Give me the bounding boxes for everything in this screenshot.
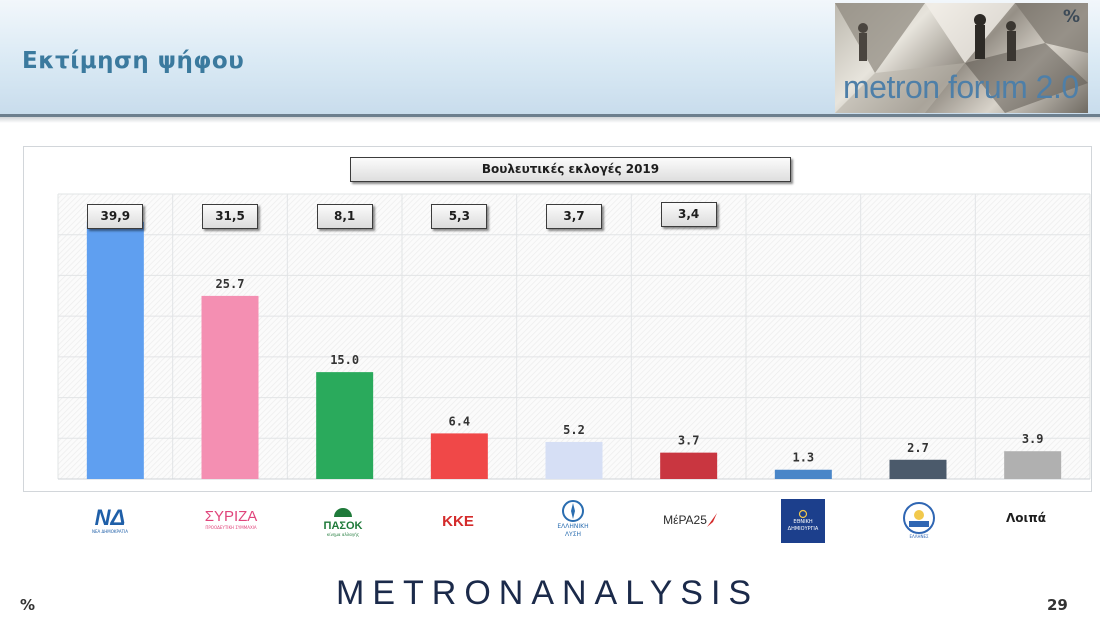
ellines-emblem-icon (903, 501, 935, 534)
bar-chart: 36.125.715.06.45.23.71.32.73.9 (57, 193, 1091, 480)
bar-7 (889, 459, 947, 479)
ellines-logo-text: ΕΛΛΗΝΕΣ (909, 533, 929, 539)
syriza-logo-text: ΣΥΡΙΖΑ (204, 507, 258, 525)
bar-1 (201, 295, 259, 479)
logo-text: metron forum 2.0 (843, 69, 1079, 105)
bar-6 (774, 469, 832, 479)
mera25-logo-text: ΜέΡΑ25 (663, 513, 707, 527)
previous-result-box-3: 5,3 (431, 204, 488, 229)
nd-logo-text: ΝΔ (94, 504, 126, 530)
nd-logo-subtext: ΝΕΑ ΔΗΜΟΚΡΑΤΙΑ (91, 528, 128, 534)
page-number: 29 (1047, 596, 1068, 614)
value-label-3: 6.4 (448, 414, 470, 428)
ethniki-dimiourgia-logo-subtext: ΔΗΜΙΟΥΡΓΙΑ (787, 526, 819, 532)
party-label-loipa: Λοιπά (1000, 508, 1052, 528)
value-label-5: 3.7 (678, 434, 700, 448)
party-logo-nd: ΝΔ ΝΕΑ ΔΗΜΟΚΡΑΤΙΑ (80, 502, 140, 538)
party-logo-ethniki-dimiourgia: ΕΘΝΙΚΗ ΔΗΜΙΟΥΡΓΙΑ (781, 499, 825, 543)
metron-analysis-logo: METRONANALYSIS (336, 574, 760, 612)
elliniki-lysi-logo-text: ΕΛΛΗΝΙΚΗ (557, 523, 589, 530)
logo-percent-sign: % (1062, 7, 1080, 27)
pasok-sun-icon (330, 507, 356, 520)
bar-0 (86, 221, 144, 479)
pasok-logo-text: ΠΑΣΟΚ (323, 519, 363, 532)
syriza-logo-subtext: ΠΡΟΟΔΕΥΤΙΚΗ ΣΥΜΜΑΧΙΑ (205, 524, 257, 530)
party-logo-mera25: ΜέΡΑ25 (662, 506, 718, 534)
value-label-7: 2.7 (907, 441, 929, 455)
ethniki-dimiourgia-logo-text: ΕΘΝΙΚΗ (793, 519, 813, 525)
previous-result-box-4: 3,7 (546, 204, 602, 229)
footer-percent-sign: % (20, 596, 36, 614)
party-logo-elliniki-lysi: ΕΛΛΗΝΙΚΗ ΛΥΣΗ (548, 496, 598, 542)
bar-2 (316, 372, 374, 479)
compass-icon (562, 500, 584, 522)
bar-5 (660, 452, 718, 479)
logo-photo-graphic (835, 3, 1088, 113)
kke-logo-text: ΚΚΕ (442, 512, 474, 530)
page-title: Εκτίμηση ψήφου (22, 48, 245, 74)
previous-result-box-2: 8,1 (316, 204, 373, 229)
chart-panel: 36.125.715.06.45.23.71.32.73.9 (23, 146, 1092, 492)
previous-result-box-0: 39,9 (87, 204, 144, 229)
value-label-8: 3.9 (1022, 432, 1044, 446)
previous-result-box-1: 31,5 (202, 204, 258, 229)
bar-8 (1004, 451, 1062, 479)
stars-emblem-icon (798, 509, 808, 519)
value-label-1: 25.7 (216, 277, 245, 291)
bars (86, 221, 1062, 479)
party-logo-ellines: ΕΛΛΗΝΕΣ (899, 498, 939, 542)
loipa-label: Λοιπά (1006, 511, 1046, 525)
previous-result-box-5: 3,4 (660, 202, 717, 227)
value-label-6: 1.3 (792, 451, 814, 465)
mera25-arrow-icon (706, 513, 717, 527)
bar-3 (430, 433, 488, 479)
header-shadow (0, 117, 1100, 123)
party-logo-pasok: ΠΑΣΟΚ κίνημα αλλαγής (318, 498, 368, 542)
value-label-4: 5.2 (563, 423, 585, 437)
elliniki-lysi-logo-subtext: ΛΥΣΗ (564, 531, 582, 538)
party-logo-kke: ΚΚΕ (438, 508, 478, 534)
bar-4 (545, 441, 603, 479)
chart-title: Βουλευτικές εκλογές 2019 (350, 157, 791, 182)
pasok-logo-subtext: κίνημα αλλαγής (326, 531, 360, 537)
metron-forum-logo: metron forum 2.0 % (835, 3, 1088, 113)
header-divider (0, 114, 1100, 117)
party-logo-syriza: ΣΥΡΙΖΑ ΠΡΟΟΔΕΥΤΙΚΗ ΣΥΜΜΑΧΙΑ (196, 504, 266, 534)
value-label-2: 15.0 (330, 353, 359, 367)
